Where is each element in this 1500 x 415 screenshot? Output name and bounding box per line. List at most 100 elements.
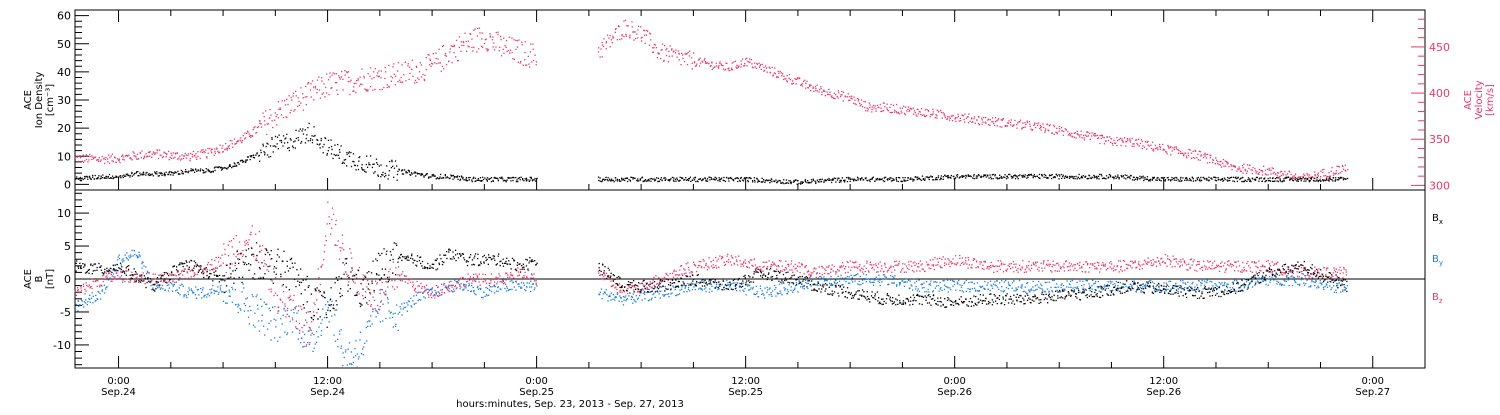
density-series-point <box>1165 179 1166 180</box>
density-series-point <box>1196 178 1197 179</box>
density-series-point <box>389 161 390 162</box>
velocity-series-point <box>245 137 246 138</box>
by-series-point <box>1313 281 1314 282</box>
bz-series-point <box>176 275 177 276</box>
velocity-series-point <box>361 69 362 70</box>
by-series-point <box>284 331 285 332</box>
density-series-point <box>759 181 760 182</box>
velocity-series-point <box>105 157 106 158</box>
by-series-point <box>283 315 284 316</box>
density-series-point <box>379 166 380 167</box>
velocity-series-point <box>805 88 806 89</box>
velocity-series-point <box>1206 157 1207 158</box>
density-series-point <box>490 178 491 179</box>
velocity-series-point <box>1043 127 1044 128</box>
velocity-series-point <box>1040 125 1041 126</box>
by-series-point <box>454 290 455 291</box>
by-series-point <box>1028 290 1029 291</box>
density-series-point <box>1161 180 1162 181</box>
by-series-point <box>474 293 475 294</box>
velocity-series-point <box>656 47 657 48</box>
density-series-point <box>1201 180 1202 181</box>
velocity-series-point <box>299 105 300 106</box>
by-series-point <box>602 298 603 299</box>
velocity-series-point <box>109 157 110 158</box>
by-series-point <box>292 331 293 332</box>
density-series-point <box>1172 179 1173 180</box>
velocity-series-point <box>451 45 452 46</box>
velocity-series-point <box>838 92 839 93</box>
velocity-series-point <box>668 61 669 62</box>
by-series-point <box>93 296 94 297</box>
density-series-point <box>1143 180 1144 181</box>
velocity-series-point <box>956 117 957 118</box>
velocity-series-point <box>240 141 241 142</box>
density-series-point <box>724 180 725 181</box>
velocity-series-point <box>1317 174 1318 175</box>
velocity-series-point <box>331 87 332 88</box>
velocity-series-point <box>421 64 422 65</box>
by-series-point <box>489 290 490 291</box>
velocity-series-point <box>1223 159 1224 160</box>
by-series-point <box>480 289 481 290</box>
velocity-series-point <box>761 69 762 70</box>
by-series-point <box>746 284 747 285</box>
density-series-point <box>962 177 963 178</box>
by-series-point <box>1057 291 1058 292</box>
velocity-series-point <box>711 65 712 66</box>
velocity-series-point <box>509 37 510 38</box>
by-series-point <box>1192 282 1193 283</box>
velocity-series-point <box>370 67 371 68</box>
density-series-point <box>1001 176 1002 177</box>
by-series-point <box>781 294 782 295</box>
velocity-series-point <box>1037 125 1038 126</box>
velocity-series-point <box>693 52 694 53</box>
by-series-point <box>860 284 861 285</box>
density-series-point <box>312 142 313 143</box>
density-series-point <box>1021 175 1022 176</box>
velocity-series-point <box>437 58 438 59</box>
density-series-point <box>308 140 309 141</box>
by-series-point <box>609 295 610 296</box>
density-series-point <box>459 180 460 181</box>
by-series-point <box>98 292 99 293</box>
density-series-point <box>1257 177 1258 178</box>
velocity-series-point <box>508 50 509 51</box>
density-series-point <box>1128 176 1129 177</box>
by-series-point <box>341 345 342 346</box>
density-series-point <box>262 144 263 145</box>
by-series-point <box>170 282 171 283</box>
velocity-series-point <box>528 64 529 65</box>
by-series-point <box>817 285 818 286</box>
velocity-series-point <box>364 88 365 89</box>
by-series-point <box>904 286 905 287</box>
density-series-point <box>355 165 356 166</box>
density-series-point <box>270 145 271 146</box>
density-series-point <box>234 163 235 164</box>
by-series-point <box>926 281 927 282</box>
by-series-point <box>298 339 299 340</box>
velocity-series-point <box>1034 124 1035 125</box>
bz-series-point <box>143 272 144 273</box>
density-series-point <box>178 174 179 175</box>
by-series-point <box>781 283 782 284</box>
velocity-series-point <box>1341 171 1342 172</box>
density-series-point <box>754 177 755 178</box>
by-series-point <box>465 287 466 288</box>
velocity-series-point <box>133 151 134 152</box>
density-series-point <box>797 184 798 185</box>
velocity-series-point <box>211 150 212 151</box>
by-series-point <box>788 284 789 285</box>
by-series-point <box>748 290 749 291</box>
density-series-point <box>185 169 186 170</box>
velocity-series-point <box>1328 172 1329 173</box>
by-series-point <box>731 283 732 284</box>
density-series-point <box>87 179 88 180</box>
bz-series-point <box>188 278 189 279</box>
velocity-series-point <box>900 108 901 109</box>
density-series-point <box>461 176 462 177</box>
density-series-point <box>1081 176 1082 177</box>
velocity-series-point <box>364 77 365 78</box>
density-series-point <box>1003 176 1004 177</box>
density-series-point <box>905 180 906 181</box>
